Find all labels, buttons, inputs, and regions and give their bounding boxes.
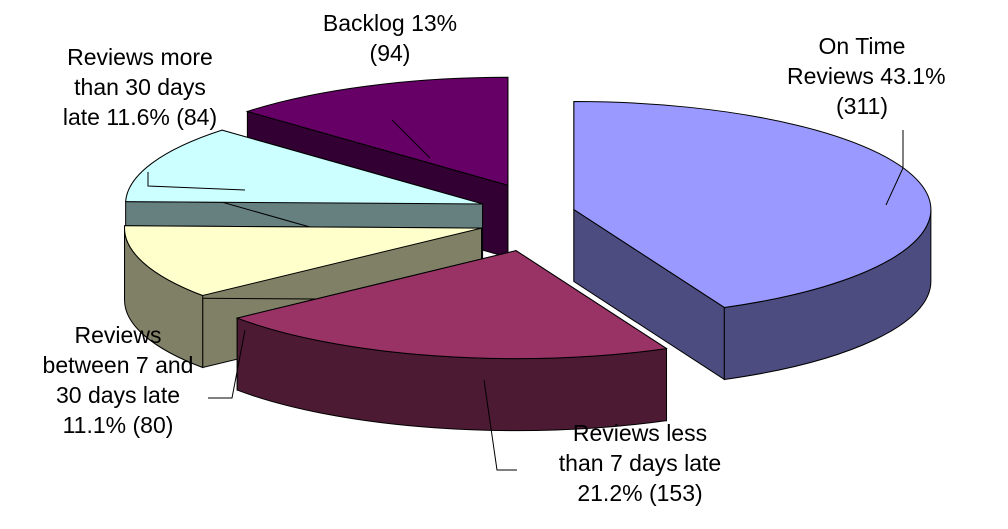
label-line: 11.1% (80) xyxy=(62,412,174,438)
slice-top xyxy=(245,76,509,186)
slice-top xyxy=(573,101,932,308)
label-line: Reviews xyxy=(74,322,162,348)
label-line: (94) xyxy=(369,40,411,66)
slice-top xyxy=(235,250,668,360)
label-line: (311) xyxy=(836,93,888,119)
slice-label-on-time: On Time Reviews 43.1% (311) xyxy=(787,31,946,121)
leader-line-backlog xyxy=(391,119,431,159)
label-line: On Time xyxy=(818,33,906,59)
pie-slice-less7 xyxy=(235,249,668,432)
label-line: 21.2% (153) xyxy=(577,480,703,506)
leader-line-less7 xyxy=(483,379,517,471)
leader-line-more30 xyxy=(147,172,246,191)
slice-top xyxy=(125,129,483,205)
label-line: Reviews 43.1% xyxy=(787,63,946,89)
leader-line-7to30 xyxy=(208,329,246,399)
label-line: than 7 days late xyxy=(558,450,722,476)
label-line: Backlog 13% xyxy=(322,10,458,36)
label-line: 30 days late xyxy=(55,382,181,408)
pie-slice-ontime xyxy=(573,101,932,381)
label-line: Reviews less xyxy=(572,420,708,446)
label-line: late 11.6% (84) xyxy=(62,104,218,130)
label-line: than 30 days xyxy=(74,74,206,100)
slice-label-less-than-7-days: Reviews less than 7 days late 21.2% (153… xyxy=(520,418,760,508)
label-line: Reviews more xyxy=(67,44,213,70)
leader-line-ontime xyxy=(885,130,904,206)
slice-top xyxy=(124,225,482,297)
slice-label-7-to-30-days: Reviews between 7 and 30 days late 11.1%… xyxy=(8,320,228,440)
slice-label-more-than-30-days: Reviews more than 30 days late 11.6% (84… xyxy=(20,42,260,132)
label-line: between 7 and xyxy=(42,352,194,378)
slice-label-backlog: Backlog 13% (94) xyxy=(290,8,490,68)
